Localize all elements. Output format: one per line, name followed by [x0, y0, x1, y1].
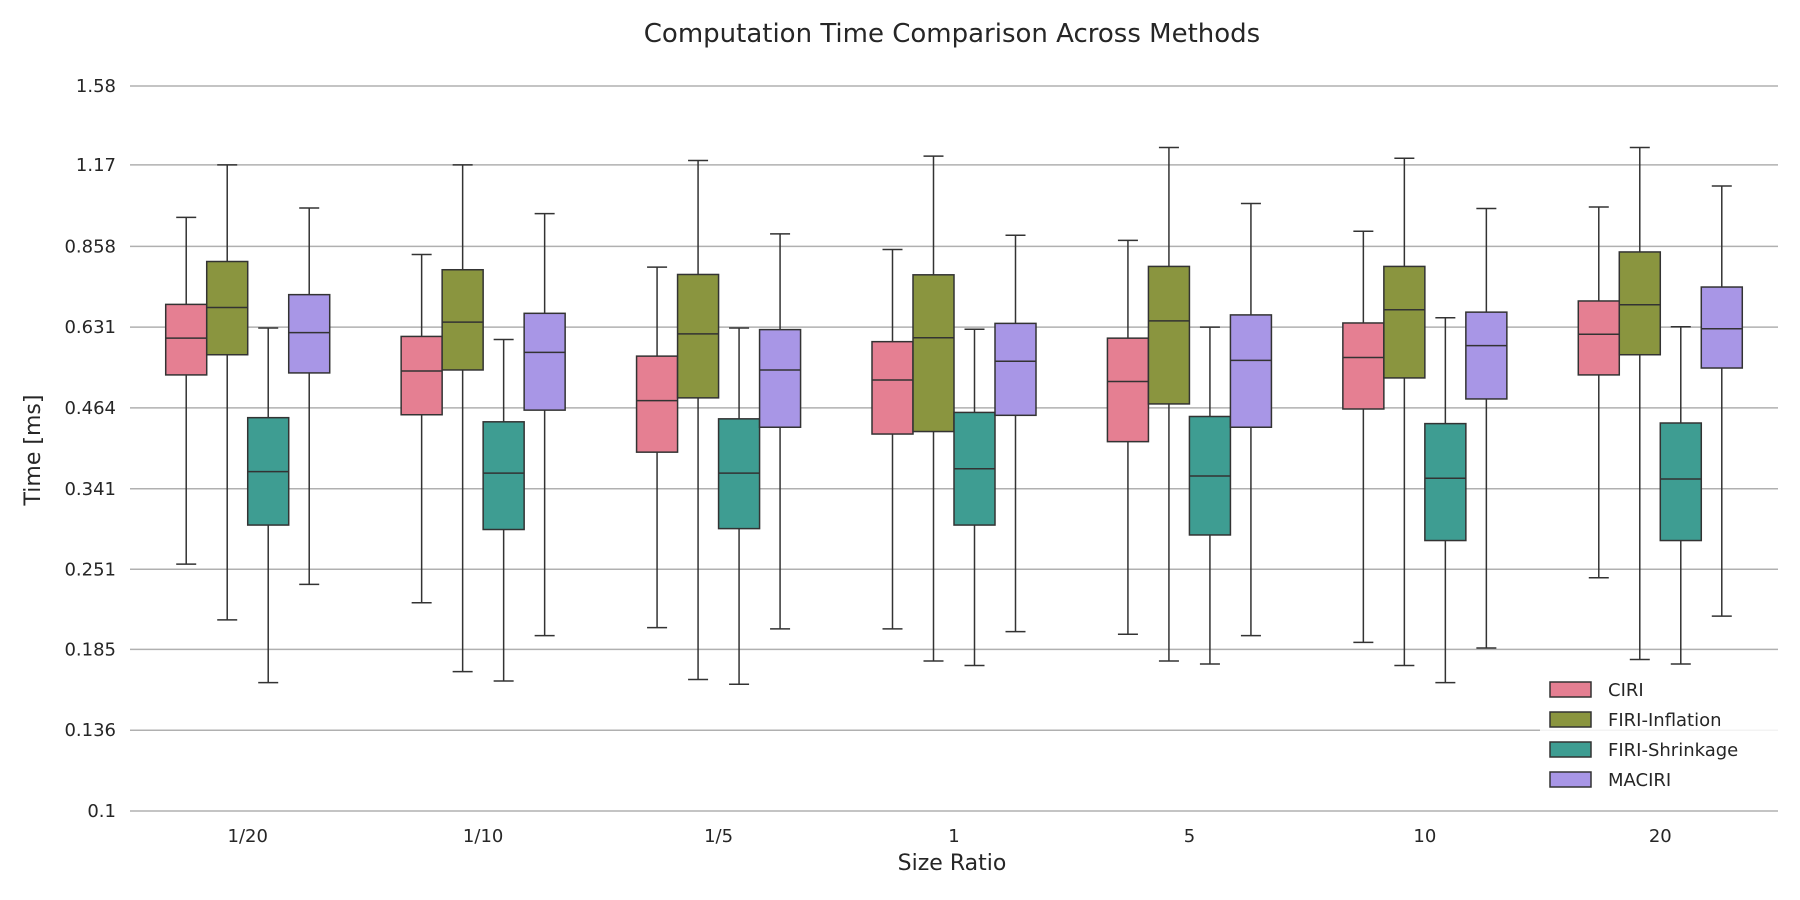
box-body [164, 303, 208, 376]
legend-swatch-firi-shrinkage [1549, 741, 1592, 758]
chart-title: Computation Time Comparison Across Metho… [644, 19, 1260, 49]
y-tick-label: 0.185 [64, 639, 116, 660]
box-firi-inflation-2 [676, 159, 720, 681]
box-layer [164, 146, 1744, 686]
box-body [400, 335, 443, 416]
legend-swatch-maciri [1549, 771, 1592, 788]
box-body [1424, 422, 1467, 542]
box-body [994, 322, 1037, 417]
box-ciri-1 [400, 253, 443, 604]
y-tick-label: 0.464 [64, 398, 116, 419]
box-body [1106, 337, 1150, 443]
x-tick-labels: 1/20 1/10 1/5 1 5 10 20 [228, 826, 1672, 847]
box-firi-shrinkage-5 [1424, 316, 1467, 684]
box-body [1465, 311, 1508, 400]
box-firi-shrinkage-1 [482, 338, 525, 682]
legend-label-maciri: MACIRI [1608, 770, 1671, 791]
legend-label-firi-shrinkage: FIRI-Shrinkage [1608, 740, 1738, 761]
box-ciri-2 [635, 266, 679, 629]
box-maciri-4 [1229, 202, 1273, 637]
legend-label-ciri: CIRI [1608, 680, 1644, 701]
box-body [1618, 251, 1662, 356]
x-tick-label: 5 [1184, 826, 1195, 847]
x-tick-label: 1/20 [228, 826, 268, 847]
box-firi-inflation-3 [912, 155, 955, 662]
box-maciri-0 [287, 207, 331, 586]
y-axis-label: Time [ms] [21, 395, 46, 507]
legend-label-firi-inflation: FIRI-Inflation [1608, 710, 1722, 731]
box-ciri-3 [871, 248, 914, 630]
box-ciri-0 [164, 216, 208, 565]
box-firi-shrinkage-3 [953, 328, 996, 667]
box-body [1659, 422, 1703, 542]
box-firi-inflation-0 [205, 164, 249, 621]
box-ciri-5 [1342, 230, 1385, 644]
box-maciri-3 [994, 234, 1037, 633]
x-tick-label: 20 [1649, 826, 1672, 847]
box-body [1577, 300, 1621, 376]
legend: CIRI FIRI-Inflation FIRI-Shrinkage MACIRI [1540, 670, 1780, 798]
box-firi-shrinkage-6 [1659, 325, 1703, 665]
legend-swatch-firi-inflation [1549, 711, 1592, 728]
x-axis-label: Size Ratio [898, 851, 1007, 876]
y-tick-label: 0.631 [64, 317, 116, 338]
box-body [1342, 322, 1385, 410]
box-maciri-5 [1465, 207, 1508, 649]
box-body [482, 421, 525, 531]
x-tick-label: 1/10 [463, 826, 503, 847]
box-firi-inflation-5 [1383, 157, 1426, 667]
box-body [523, 312, 566, 411]
box-firi-shrinkage-4 [1188, 326, 1232, 665]
box-firi-inflation-1 [441, 164, 484, 673]
y-tick-label: 1.58 [76, 76, 116, 97]
box-body [1147, 265, 1191, 405]
box-maciri-2 [758, 233, 802, 630]
y-tick-label: 0.1 [87, 801, 116, 822]
box-ciri-6 [1577, 206, 1621, 579]
box-maciri-1 [523, 212, 566, 637]
box-firi-shrinkage-2 [717, 327, 761, 686]
box-ciri-4 [1106, 239, 1150, 635]
box-body [1383, 265, 1426, 379]
y-tick-label: 1.17 [76, 155, 116, 176]
box-body [912, 274, 955, 433]
x-tick-label: 1 [948, 826, 959, 847]
x-tick-label: 1/5 [704, 826, 733, 847]
y-tick-label: 0.136 [64, 720, 116, 741]
legend-swatch-ciri [1549, 681, 1592, 698]
box-firi-shrinkage-0 [246, 327, 290, 684]
y-tick-labels: 0.1 0.136 0.185 0.251 0.341 0.464 0.631 0.858 1.… [64, 76, 116, 822]
box-body [441, 268, 484, 371]
box-body [676, 273, 720, 399]
box-body [1700, 286, 1744, 369]
box-body [635, 355, 679, 453]
box-firi-inflation-6 [1618, 146, 1662, 661]
box-body [287, 293, 331, 374]
box-firi-inflation-4 [1147, 146, 1191, 662]
y-tick-label: 0.341 [64, 479, 116, 500]
y-tick-label: 0.858 [64, 236, 116, 257]
x-tick-label: 10 [1413, 826, 1436, 847]
box-maciri-6 [1700, 185, 1744, 617]
box-body [1229, 314, 1273, 428]
box-body [758, 328, 802, 428]
y-tick-label: 0.251 [64, 559, 116, 580]
box-body [871, 340, 914, 435]
